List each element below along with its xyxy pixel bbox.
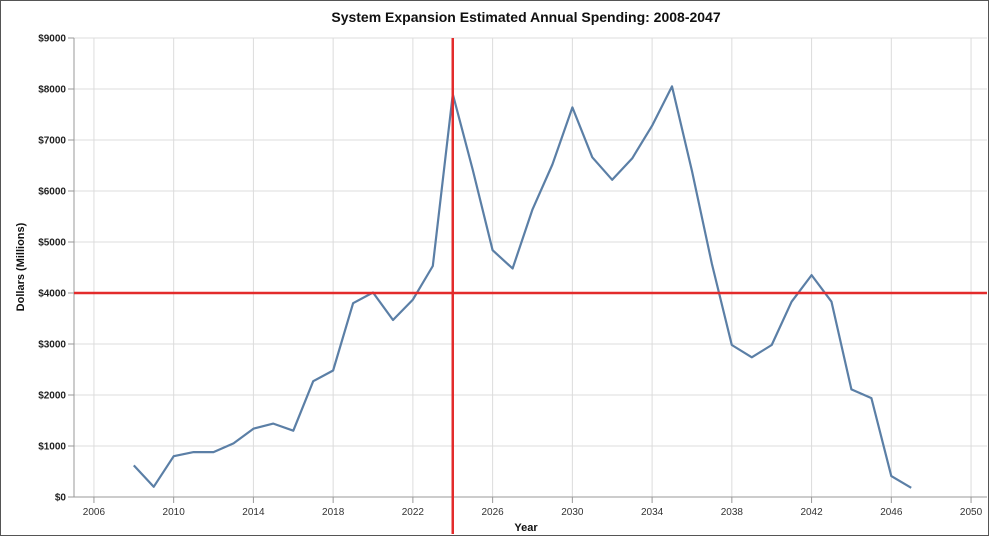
y-tick-label: $8000	[38, 85, 66, 96]
y-tick-label: $0	[55, 493, 67, 504]
x-axis: 2006 2010 2014 2018 2022 2026 2030 2034 2038 2042…	[83, 497, 983, 518]
reference-lines	[74, 38, 987, 534]
y-tick-label: $2000	[38, 391, 66, 402]
series-group	[132, 85, 912, 489]
x-tick-label: 2014	[242, 507, 265, 518]
grid	[74, 37, 987, 498]
x-tick-label: 2022	[402, 507, 425, 518]
y-tick-label: $4000	[38, 289, 66, 300]
x-tick-label: 2042	[800, 507, 823, 518]
y-tick-label: $1000	[38, 442, 66, 453]
y-tick-label: $9000	[38, 34, 66, 45]
x-tick-label: 2026	[481, 507, 504, 518]
x-axis-label: Year	[514, 522, 538, 534]
y-tick-label: $7000	[38, 136, 66, 147]
x-tick-label: 2030	[561, 507, 584, 518]
x-tick-label: 2010	[163, 507, 186, 518]
y-axis: $0 $1000 $2000 $3000 $4000 $5000 $6000 $7000 $80…	[38, 34, 74, 504]
x-tick-label: 2006	[83, 507, 106, 518]
x-tick-label: 2038	[721, 507, 744, 518]
y-tick-label: $5000	[38, 238, 66, 249]
chart-title: System Expansion Estimated Annual Spendi…	[331, 9, 720, 25]
x-tick-label: 2018	[322, 507, 345, 518]
y-tick-label: $3000	[38, 340, 66, 351]
y-axis-label: Dollars (Millions)	[15, 222, 27, 311]
y-tick-label: $6000	[38, 187, 66, 198]
series-line	[132, 85, 912, 489]
x-tick-label: 2050	[960, 507, 983, 518]
x-tick-label: 2034	[641, 507, 664, 518]
x-tick-label: 2046	[880, 507, 903, 518]
